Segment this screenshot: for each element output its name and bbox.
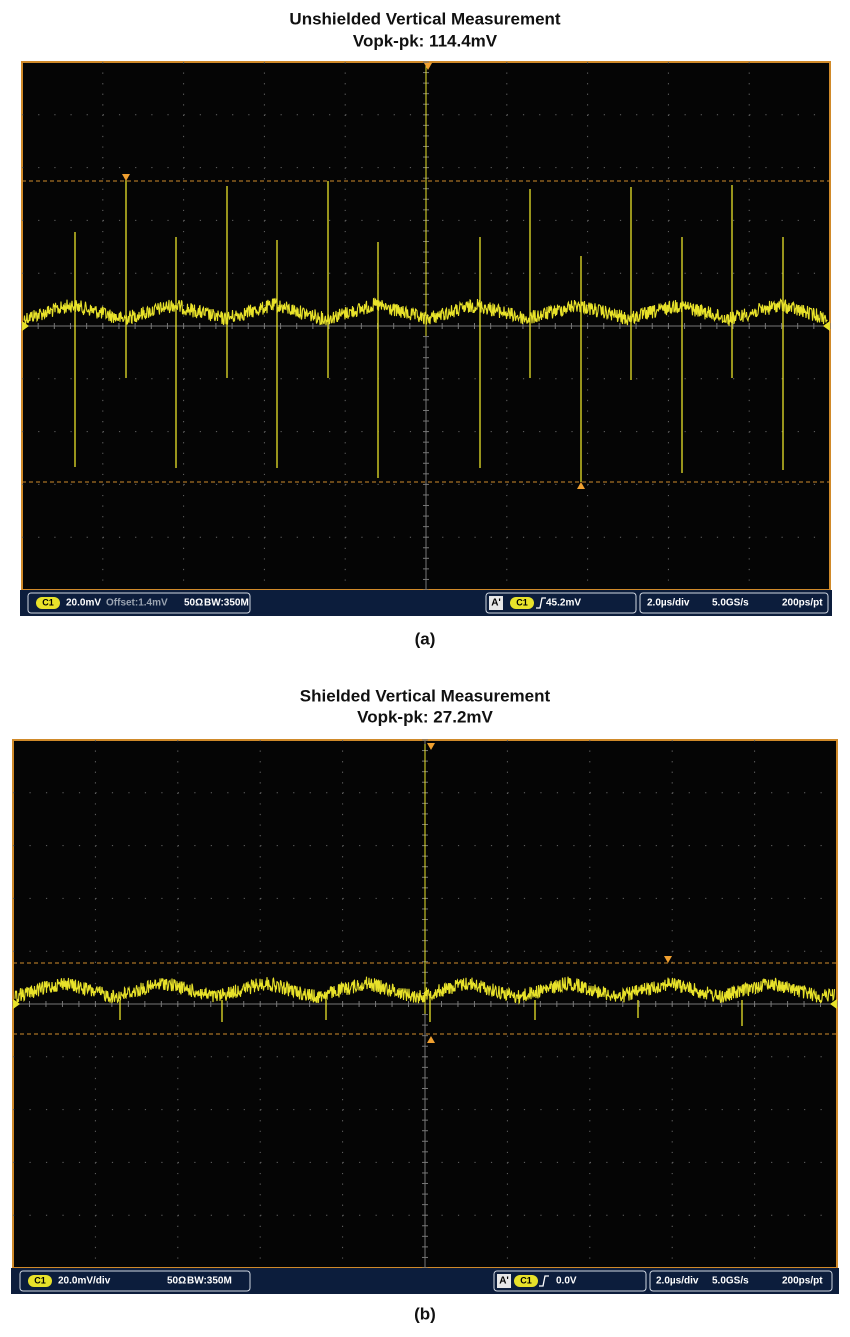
ground-marker [830,999,837,1009]
channel-badge [36,597,60,609]
status-timebase: 2.0µs/div [647,598,690,609]
caption: (a) [415,629,436,648]
status-box [485,592,637,614]
ground-marker [823,321,830,331]
subtitle: Vopk-pk: 27.2mV [357,707,493,726]
ground-marker [22,321,29,331]
subtitle: Vopk-pk: 114.4mV [353,31,498,50]
cursor-marker [424,63,432,70]
status-trigger-level: 0.0V [556,1276,577,1287]
channel-label: C1 [42,597,54,607]
status-impedance: 50Ω [184,598,203,609]
status-resolution: 200ps/pt [782,1276,823,1287]
trigger-mode: A' [499,1276,509,1287]
ground-marker [13,999,20,1009]
status-bandwidth: BW:350M [187,1276,232,1287]
channel-label: C1 [34,1275,46,1285]
status-box [649,1270,833,1292]
status-sample-rate: 5.0GS/s [712,598,749,609]
cursor-marker [664,956,672,963]
status-impedance: 50Ω [167,1276,186,1287]
channel-badge [514,1275,538,1287]
cursor-marker [577,482,585,489]
cursor-marker [427,743,435,750]
status-bandwidth: BW:350M [204,598,249,609]
title: Shielded Vertical Measurement [300,686,551,705]
channel-label: C1 [520,1275,532,1285]
cursor-marker [122,174,130,181]
status-timebase: 2.0µs/div [656,1276,699,1287]
trigger-slope-icon [539,1275,549,1287]
status-bar [11,1268,839,1294]
channel-badge [28,1275,52,1287]
status-offset: Offset:1.4mV [106,598,168,609]
channel-badge [510,597,534,609]
trigger-mode: A' [491,598,501,609]
status-resolution: 200ps/pt [782,598,823,609]
title: Unshielded Vertical Measurement [289,9,560,28]
cursor-marker [427,1036,435,1043]
status-sample-rate: 5.0GS/s [712,1276,749,1287]
status-box [493,1270,647,1292]
trigger-badge [497,1274,511,1288]
status-box [19,1270,251,1292]
status-scale: 20.0mV [66,598,101,609]
caption: (b) [414,1304,436,1323]
status-bar [20,590,832,616]
channel-label: C1 [516,597,528,607]
trigger-slope-icon [536,597,546,609]
status-box [27,592,251,614]
status-trigger-level: 45.2mV [546,598,581,609]
trigger-badge [489,596,503,610]
status-scale: 20.0mV/div [58,1276,111,1287]
status-box [639,592,829,614]
